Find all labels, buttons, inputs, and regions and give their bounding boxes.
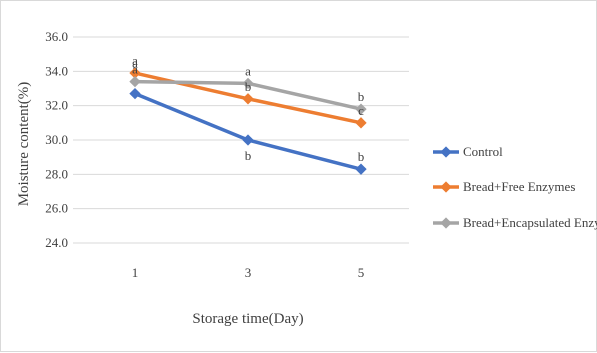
- significance-letter: a: [132, 62, 138, 77]
- significance-letter: b: [245, 79, 252, 94]
- y-tick-label: 24.0: [45, 235, 68, 250]
- x-tick-label: 3: [245, 265, 252, 280]
- legend-label: Control: [463, 144, 503, 159]
- x-axis-ticks: 1 3 5: [132, 265, 365, 280]
- gridlines: [73, 36, 409, 244]
- data-point: [242, 134, 254, 146]
- significance-letter: b: [358, 149, 365, 164]
- significance-letter: a: [132, 56, 138, 71]
- data-point: [129, 87, 141, 100]
- legend-marker: [440, 181, 452, 193]
- significance-letter: c: [358, 103, 364, 118]
- x-tick-label: 1: [132, 265, 139, 280]
- y-tick-label: 30.0: [45, 132, 68, 147]
- significance-letter: a: [132, 53, 138, 68]
- legend-marker: [440, 146, 452, 158]
- data-point: [242, 93, 254, 105]
- y-tick-label: 28.0: [45, 166, 68, 181]
- data-point: [129, 75, 141, 88]
- legend-label: Bread+Encapsulated Enzymes: [463, 215, 597, 230]
- legend-label: Bread+Free Enzymes: [463, 179, 575, 194]
- y-tick-label: 36.0: [45, 29, 68, 44]
- significance-letter: b: [245, 148, 252, 163]
- y-tick-label: 34.0: [45, 63, 68, 78]
- x-axis-title: Storage time(Day): [192, 311, 303, 327]
- data-point: [355, 117, 367, 129]
- y-axis-title: Moisture content(%): [16, 82, 32, 207]
- significance-letter: a: [245, 63, 251, 78]
- y-tick-label: 32.0: [45, 98, 68, 113]
- y-axis-ticks: 24.0 26.0 28.0 30.0 32.0 34.0 36.0: [45, 29, 68, 250]
- legend: Control Bread+Free Enzymes Bread+Encapsula…: [433, 144, 597, 230]
- data-point: [355, 163, 367, 175]
- legend-marker: [440, 217, 452, 229]
- y-tick-label: 26.0: [45, 201, 68, 216]
- x-tick-label: 5: [358, 265, 365, 280]
- significance-letter: b: [358, 89, 365, 104]
